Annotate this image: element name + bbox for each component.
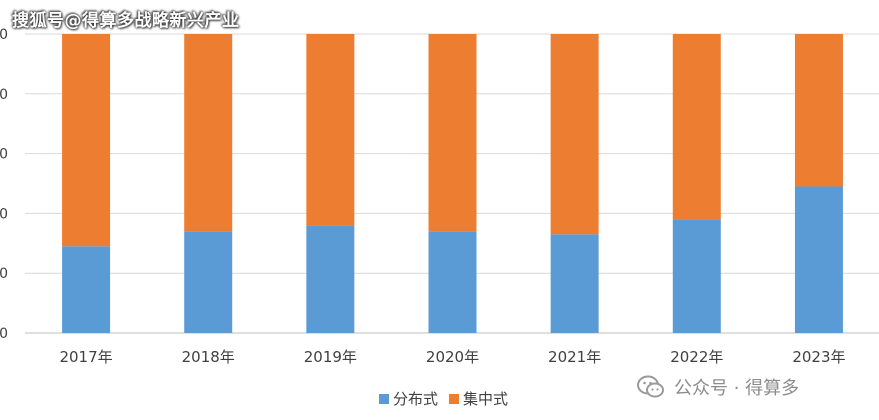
wechat-icon xyxy=(636,374,666,400)
y-tick-label: 0 xyxy=(0,87,8,103)
watermark-bottom-text: 公众号 · 得算多 xyxy=(674,378,800,399)
legend-label: 集中式 xyxy=(463,390,508,408)
legend: 分布式 集中式 xyxy=(379,390,508,408)
y-axis-tick-labels: 0 0 0 0 0 0 xyxy=(0,27,8,342)
bar-series-2 xyxy=(672,34,721,220)
legend-swatch xyxy=(449,394,459,404)
watermark-sohu: 搜狐号@得算多战略新兴产业 xyxy=(12,11,240,31)
x-tick-label: 2021年 xyxy=(548,348,601,366)
bar-series-2 xyxy=(184,34,233,232)
bar-series-1 xyxy=(428,231,477,333)
bars xyxy=(62,34,843,333)
legend-swatch xyxy=(379,394,389,404)
legend-label: 分布式 xyxy=(393,390,438,408)
y-tick-label: 0 xyxy=(0,147,8,163)
bar-series-2 xyxy=(306,34,355,226)
bar-series-2 xyxy=(794,34,843,187)
bar-series-1 xyxy=(62,246,111,333)
bar-series-2 xyxy=(428,34,477,232)
y-tick-label: 0 xyxy=(0,206,8,222)
x-tick-label: 2023年 xyxy=(792,348,845,366)
bar-series-1 xyxy=(672,219,721,333)
bar-series-2 xyxy=(62,34,111,247)
x-axis-tick-labels: 2017年 2018年 2019年 2020年 2021年 2022年 2023年 xyxy=(59,348,845,366)
x-tick-label: 2018年 xyxy=(182,348,235,366)
bar-series-1 xyxy=(794,186,843,333)
x-tick-label: 2017年 xyxy=(59,348,112,366)
bar-series-1 xyxy=(306,225,355,333)
bar-series-1 xyxy=(184,231,233,333)
y-tick-label: 0 xyxy=(0,266,8,282)
bar-series-1 xyxy=(550,234,599,333)
bar-series-2 xyxy=(550,34,599,235)
x-tick-label: 2019年 xyxy=(304,348,357,366)
watermark-wechat: 公众号 · 得算多 xyxy=(636,372,799,402)
y-tick-label: 0 xyxy=(0,326,8,342)
x-tick-label: 2020年 xyxy=(426,348,479,366)
y-tick-label: 0 xyxy=(0,27,8,43)
x-tick-label: 2022年 xyxy=(670,348,723,366)
